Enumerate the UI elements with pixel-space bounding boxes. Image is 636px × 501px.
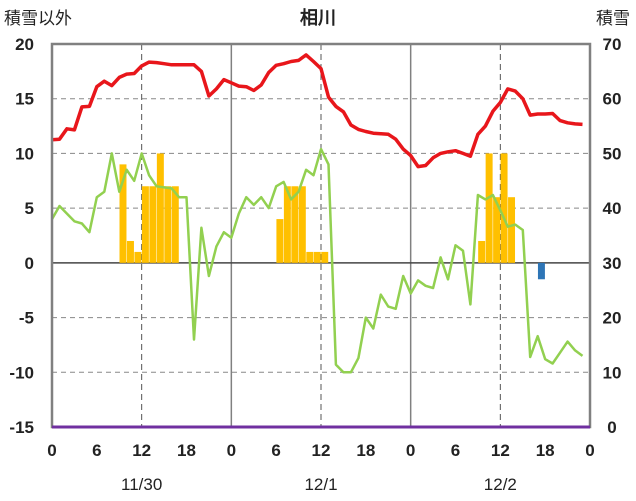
x-tick-label: 18 xyxy=(536,441,555,460)
precip-bar xyxy=(141,186,149,263)
right-tick-label: 20 xyxy=(603,309,622,328)
left-tick-label: 10 xyxy=(15,144,34,163)
precip-bar xyxy=(298,186,306,263)
precip-bar xyxy=(164,186,172,263)
date-label: 11/30 xyxy=(121,475,162,494)
left-tick-label: 15 xyxy=(15,90,34,109)
left-tick-label: 0 xyxy=(25,254,34,273)
precip-bar xyxy=(537,262,545,280)
left-tick-label: -15 xyxy=(9,418,34,437)
bar-layer xyxy=(119,153,545,280)
precip-bar xyxy=(493,197,501,263)
right-axis-label: 積雪 xyxy=(596,9,630,28)
right-tick-label: 70 xyxy=(603,35,622,54)
right-tick-label: 50 xyxy=(603,144,622,163)
precip-bar xyxy=(119,164,127,263)
precip-bar xyxy=(283,186,291,263)
precip-bar xyxy=(276,219,284,263)
snow-depth-line xyxy=(51,53,583,169)
right-tick-label: 60 xyxy=(603,90,622,109)
left-tick-label: 20 xyxy=(15,35,34,54)
date-label: 12/2 xyxy=(484,475,517,494)
precip-bar xyxy=(500,153,508,263)
x-tick-label: 12 xyxy=(132,441,151,460)
x-tick-label: 0 xyxy=(227,441,236,460)
line-layer xyxy=(50,53,584,374)
x-tick-label: 12 xyxy=(312,441,331,460)
frame-layer xyxy=(50,42,592,429)
precip-bar xyxy=(313,251,321,263)
right-tick-label: 30 xyxy=(603,254,622,273)
precip-bar xyxy=(306,251,314,263)
chart-title: 相川 xyxy=(300,8,336,28)
right-tick-label: 0 xyxy=(607,418,616,437)
x-tick-label: 0 xyxy=(585,441,594,460)
x-tick-label: 12 xyxy=(491,441,510,460)
precip-bar xyxy=(485,153,493,263)
precip-bar xyxy=(508,197,516,263)
precip-bar xyxy=(478,240,486,263)
precip-bar xyxy=(156,153,164,263)
x-tick-label: 0 xyxy=(47,441,56,460)
precip-bar xyxy=(171,186,179,263)
left-tick-label: -5 xyxy=(19,309,34,328)
precip-bar xyxy=(134,251,142,263)
precip-bar xyxy=(291,186,299,263)
x-tick-label: 18 xyxy=(177,441,196,460)
x-tick-label: 6 xyxy=(92,441,101,460)
right-tick-label: 10 xyxy=(603,363,622,382)
precip-bar xyxy=(126,240,134,263)
left-axis-label: 積雪以外 xyxy=(4,9,72,28)
left-tick-label: 5 xyxy=(25,199,34,218)
precip-bar xyxy=(321,251,329,263)
x-tick-label: 6 xyxy=(271,441,280,460)
x-tick-label: 6 xyxy=(451,441,460,460)
x-tick-label: 18 xyxy=(356,441,375,460)
left-tick-label: -10 xyxy=(9,363,34,382)
date-label: 12/1 xyxy=(304,475,337,494)
x-tick-label: 0 xyxy=(406,441,415,460)
precip-bar xyxy=(149,186,157,263)
temperature-line xyxy=(50,147,584,374)
right-tick-label: 40 xyxy=(603,199,622,218)
